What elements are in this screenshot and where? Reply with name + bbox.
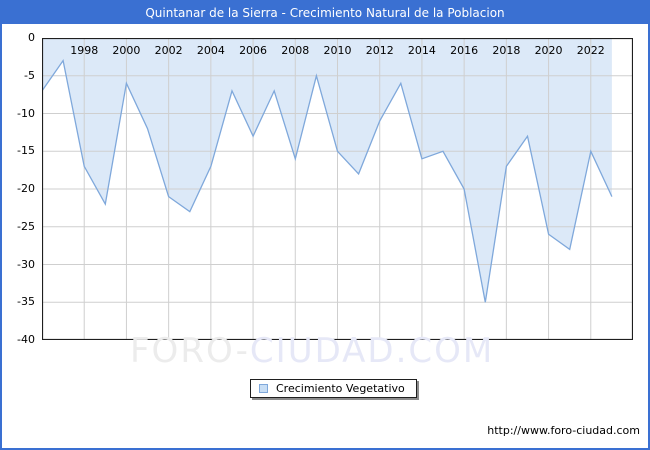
x-tick-label-2008: 2008 — [281, 44, 309, 57]
x-tick-label-2014: 2014 — [408, 44, 436, 57]
x-tick-label-2012: 2012 — [366, 44, 394, 57]
plot-area: 1998 2000 2002 2004 2006 2008 2010 2012 2014 2016… — [42, 38, 633, 340]
y-tick-label--20: -20 — [17, 182, 35, 195]
x-tick-label-2004: 2004 — [197, 44, 225, 57]
y-tick-label--15: -15 — [17, 144, 35, 158]
y-tick-label-0: 0 — [28, 31, 35, 44]
area-fill — [42, 38, 612, 303]
footer-url: http://www.foro-ciudad.com — [487, 424, 640, 437]
y-tick-label--5: -5 — [24, 68, 35, 82]
watermark-right: CIUDAD.COM — [249, 331, 495, 371]
x-tick-label-2010: 2010 — [324, 44, 352, 57]
x-tick-label-2022: 2022 — [577, 44, 605, 57]
legend-box: Crecimiento Vegetativo — [250, 379, 417, 398]
x-tick-label-2016: 2016 — [450, 44, 478, 57]
watermark-left: FORO- — [130, 331, 250, 371]
legend-label: Crecimiento Vegetativo — [276, 382, 405, 395]
x-tick-label-1998: 1998 — [70, 44, 98, 57]
y-tick-label--25: -25 — [17, 219, 35, 233]
x-tick-label-2006: 2006 — [239, 44, 267, 57]
x-tick-label-2018: 2018 — [492, 44, 520, 57]
y-tick-label--10: -10 — [17, 106, 35, 120]
plot-border — [42, 38, 633, 340]
x-tick-label-2000: 2000 — [112, 44, 140, 57]
y-tick-label--30: -30 — [17, 257, 35, 271]
y-tick-label--40: -40 — [17, 333, 35, 346]
x-tick-label-2002: 2002 — [155, 44, 183, 57]
x-tick-label-2020: 2020 — [535, 44, 563, 57]
chart-title: Quintanar de la Sierra - Crecimiento Nat… — [2, 2, 648, 24]
data-line — [42, 58, 613, 303]
area-swatch-icon — [259, 384, 268, 393]
y-tick-label--35: -35 — [17, 295, 35, 309]
watermark: FORO-CIUDAD.COM — [130, 334, 494, 368]
